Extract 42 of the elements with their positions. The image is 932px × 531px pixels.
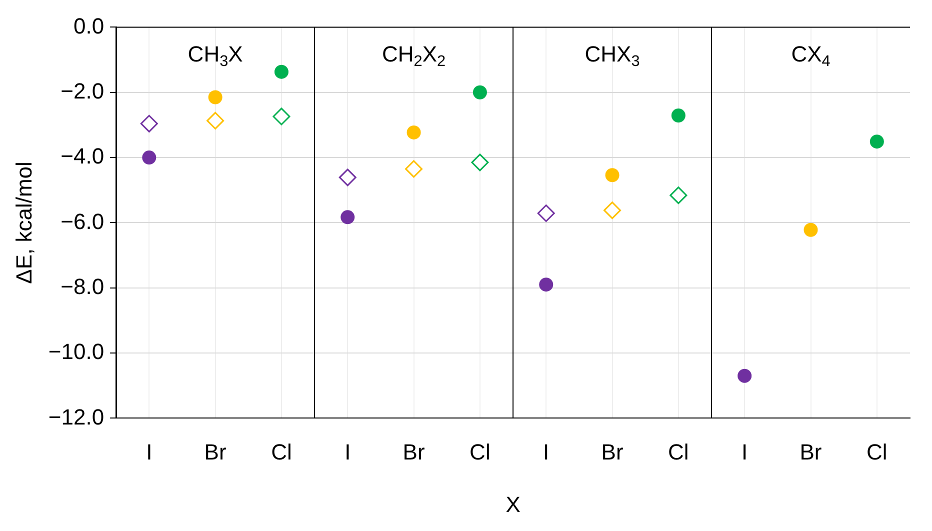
x-tick-label: Cl <box>470 439 490 464</box>
y-tick-label: −2.0 <box>60 78 104 104</box>
point <box>539 278 554 292</box>
point <box>206 112 224 130</box>
x-tick-label: I <box>344 439 351 464</box>
point <box>471 154 489 172</box>
point <box>604 202 622 220</box>
point <box>142 150 156 165</box>
point <box>405 160 423 178</box>
x-tick-label: Cl <box>668 439 689 464</box>
point <box>804 222 818 237</box>
x-tick-label: I <box>146 439 152 464</box>
y-tick-label: −12.0 <box>48 404 104 430</box>
point <box>738 368 752 383</box>
point <box>406 125 421 140</box>
point <box>274 64 288 79</box>
y-axis-title: ΔE, kcal/mol <box>11 162 36 284</box>
x-tick-label: Br <box>204 439 226 464</box>
x-tick-label: I <box>742 439 748 464</box>
point <box>340 210 355 224</box>
x-tick-label: Br <box>601 439 624 464</box>
x-tick-label: Cl <box>271 439 292 464</box>
point <box>338 168 356 186</box>
point <box>671 108 686 122</box>
point <box>208 90 222 104</box>
x-tick-label: Br <box>800 439 822 464</box>
y-tick-label: −10.0 <box>48 339 104 364</box>
x-tick-label: Br <box>402 439 425 464</box>
y-tick-label: −6.0 <box>60 208 104 234</box>
point <box>472 85 487 100</box>
y-tick-label: −4.0 <box>60 144 104 169</box>
x-tick-label: I <box>543 439 550 464</box>
point <box>140 114 158 132</box>
point <box>272 108 290 126</box>
x-axis-title: X <box>506 492 521 517</box>
y-tick-label: −8.0 <box>60 274 104 299</box>
point <box>605 168 620 182</box>
y-tick-label: 0.0 <box>73 13 104 38</box>
point <box>537 204 555 222</box>
x-tick-label: Cl <box>866 439 888 464</box>
point <box>870 134 884 149</box>
point <box>670 186 688 204</box>
